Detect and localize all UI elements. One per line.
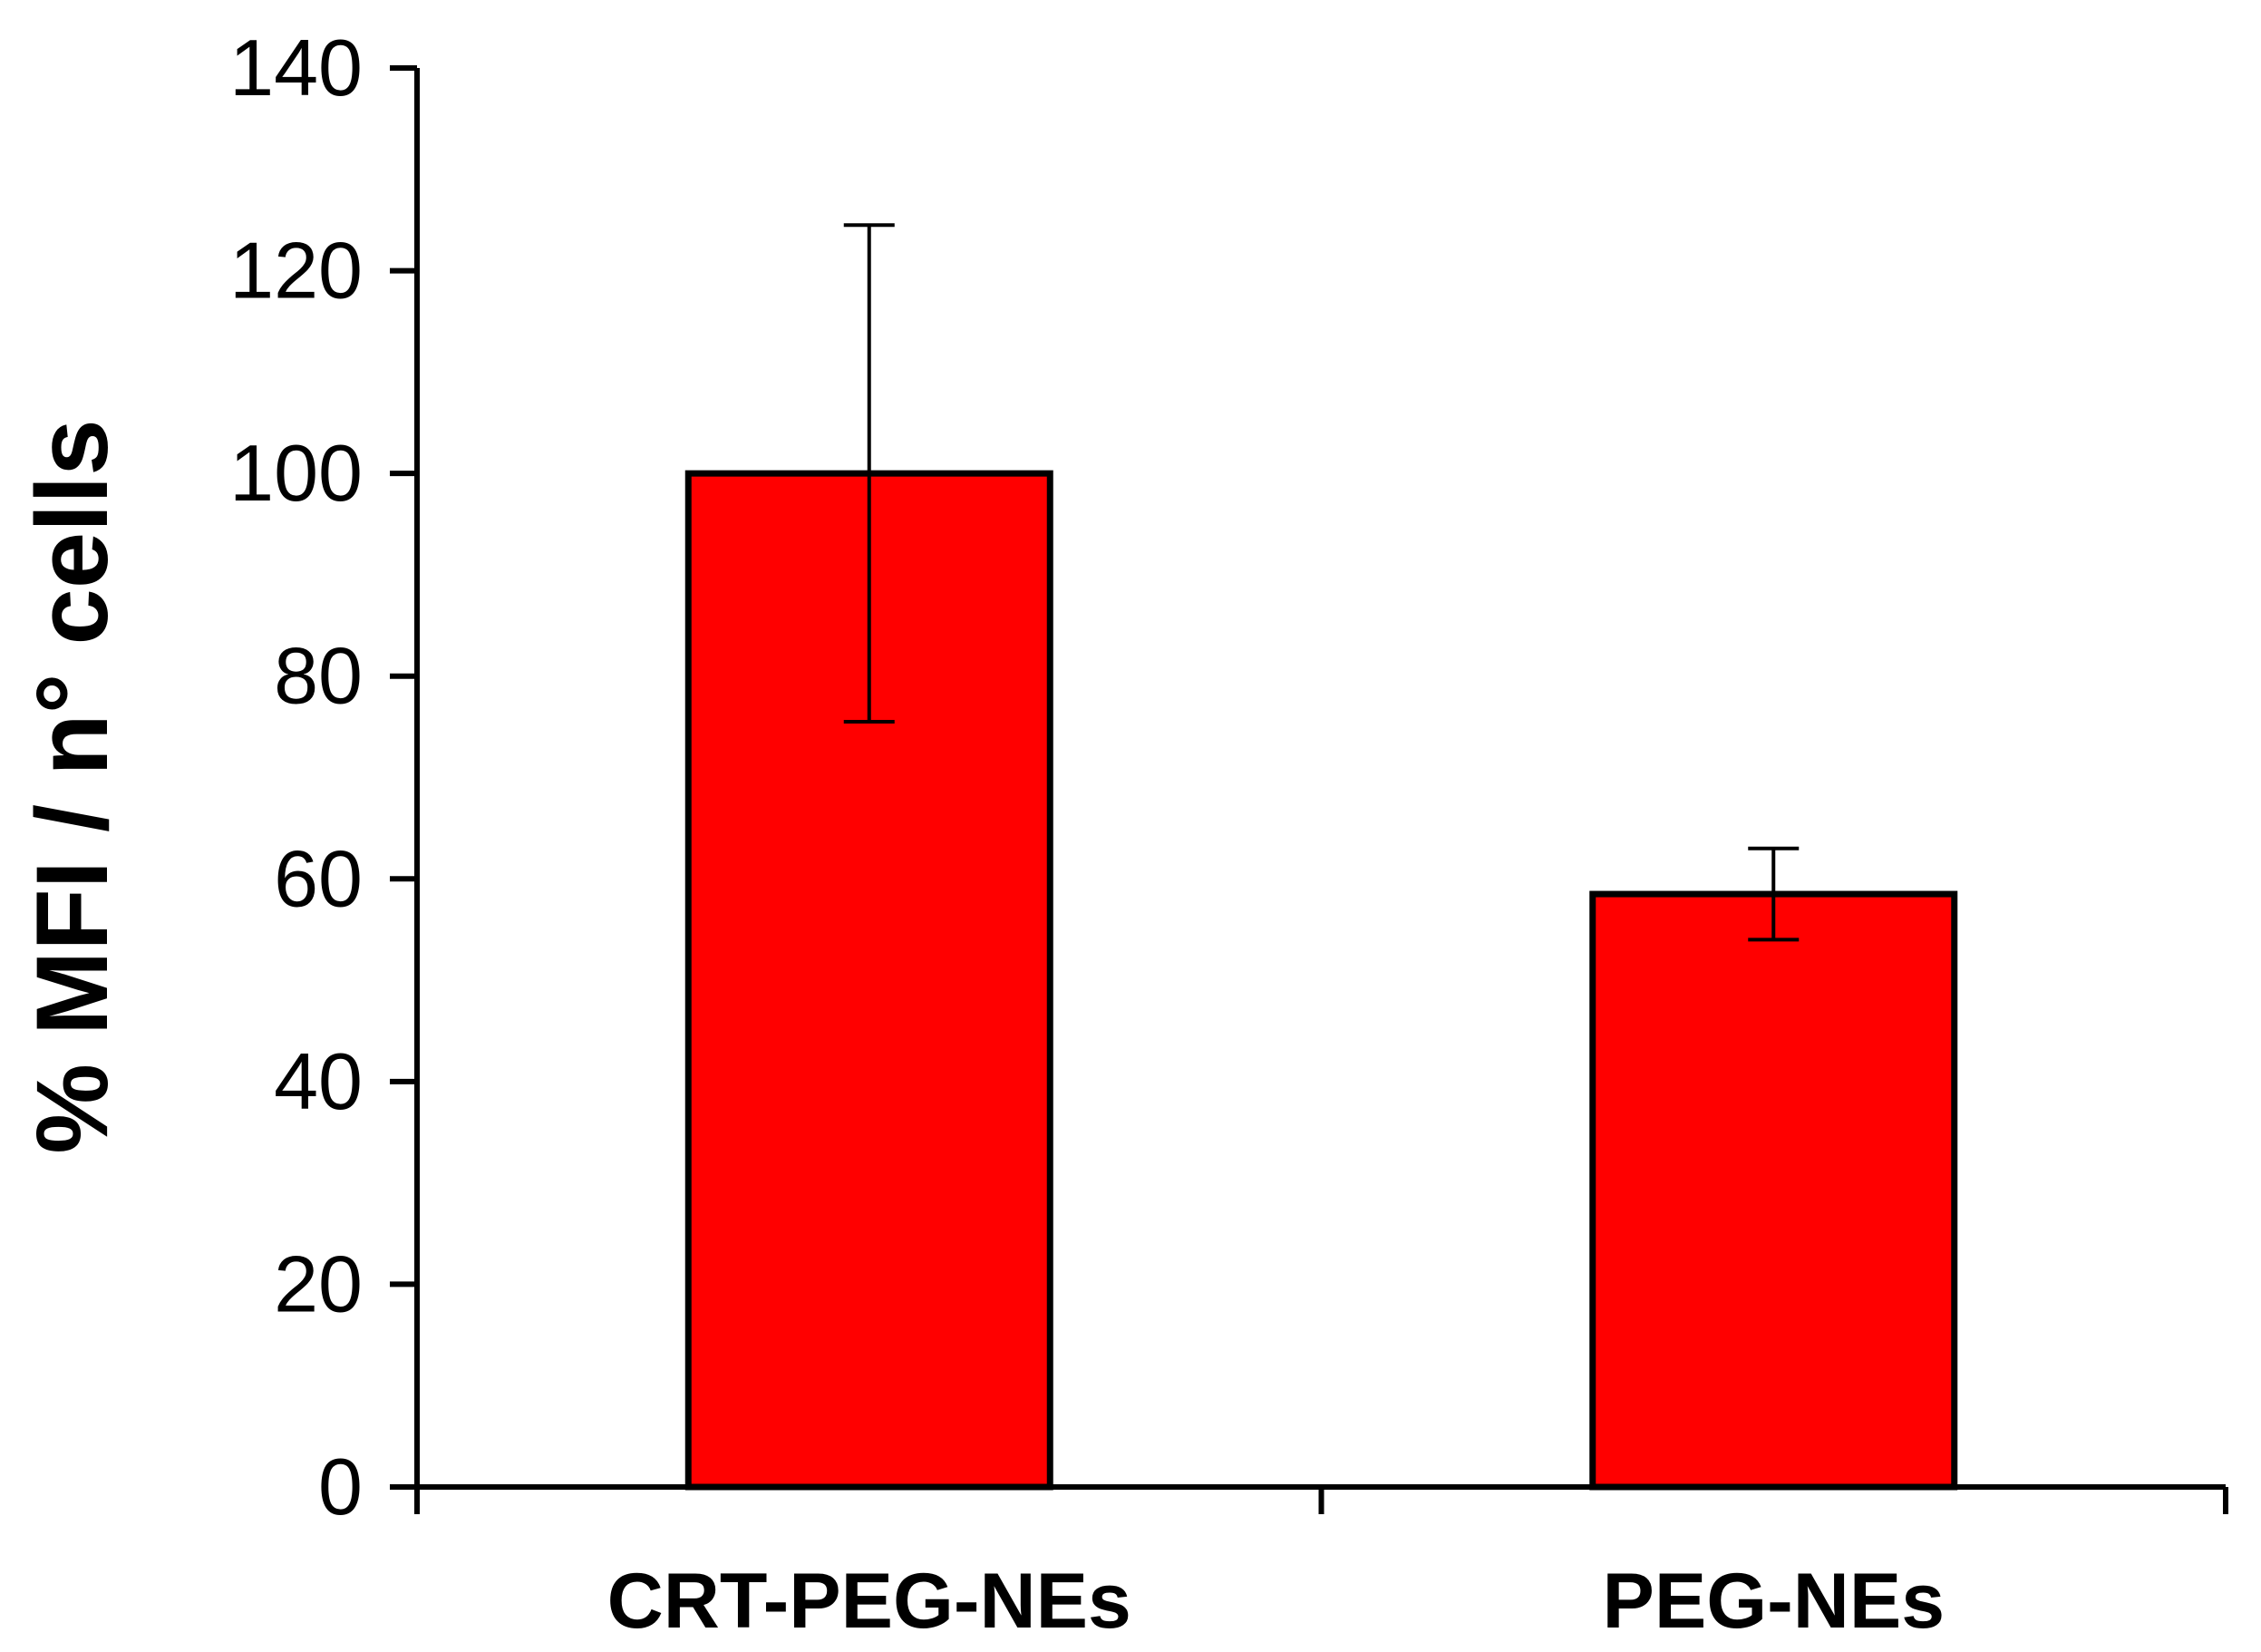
y-tick-label: 120 bbox=[229, 226, 363, 316]
x-category-label: PEG-NEs bbox=[1602, 1558, 1945, 1645]
y-tick-label: 40 bbox=[274, 1036, 363, 1126]
y-axis-title: % MFI / n° cells bbox=[15, 419, 129, 1153]
bar bbox=[1589, 890, 1958, 1491]
y-tick-label: 60 bbox=[274, 833, 363, 923]
x-category-label: CRT-PEG-NEs bbox=[607, 1558, 1131, 1645]
y-tick-label: 80 bbox=[274, 631, 363, 721]
y-tick-label: 140 bbox=[229, 23, 363, 112]
y-tick-label: 100 bbox=[229, 428, 363, 518]
y-tick-label: 20 bbox=[274, 1239, 363, 1328]
axes-layer: 0 20 40 60 80 100 120 140 bbox=[229, 23, 2228, 1531]
y-tick-label: 0 bbox=[318, 1442, 363, 1531]
bars-layer bbox=[684, 223, 1958, 1491]
labels-layer: % MFI / n° cells CRT-PEG-NEs PEG-NEs bbox=[15, 419, 1945, 1645]
